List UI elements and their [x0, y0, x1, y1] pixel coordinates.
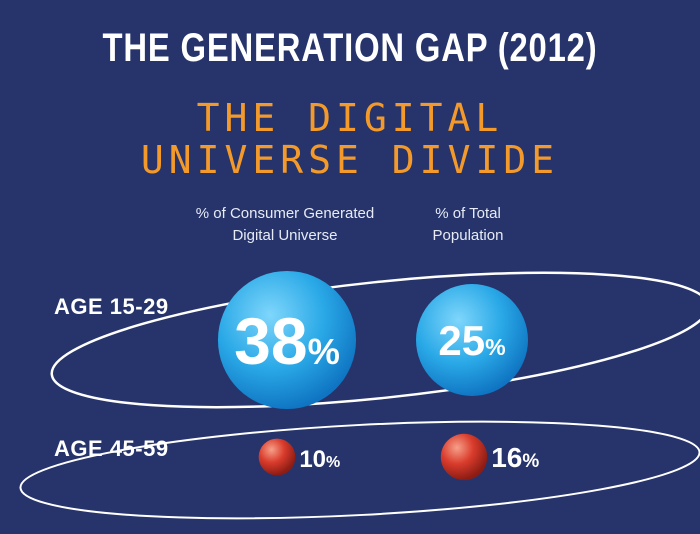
- orbit-ring-top: [50, 271, 700, 409]
- bubble-value-label: 25%: [438, 317, 505, 364]
- bubble-age-15-29-col1: [217, 270, 357, 410]
- row-label-age-45-59: AGE 45-59: [54, 436, 169, 461]
- row-label-age-15-29: AGE 15-29: [54, 294, 169, 319]
- column-header-line: % of Consumer Generated: [195, 205, 375, 222]
- bubble-value-label: 10%: [299, 446, 340, 473]
- chart-subtitle-line1: THE DIGITAL: [196, 96, 504, 140]
- column-header-population: % of Total Population: [418, 203, 518, 247]
- column-header-digital-universe: % of Consumer Generated Digital Universe: [195, 203, 375, 247]
- bubble-age-15-29-col2: [416, 284, 528, 396]
- column-header-line: % of Total: [435, 205, 501, 222]
- bubble-age-45-59-col1: [258, 438, 296, 476]
- bubble-value-label: 38%: [234, 304, 340, 378]
- column-header-line: Digital Universe: [232, 227, 338, 244]
- bubble-value-label: 16%: [491, 442, 539, 473]
- orbit-ring-bottom: [19, 420, 700, 520]
- column-header-line: Population: [432, 227, 504, 244]
- chart-subtitle-line2: UNIVERSE DIVIDE: [140, 138, 560, 182]
- chart-title: THE GENERATION GAP (2012): [102, 26, 598, 70]
- bubble-age-45-59-col2: [440, 433, 488, 481]
